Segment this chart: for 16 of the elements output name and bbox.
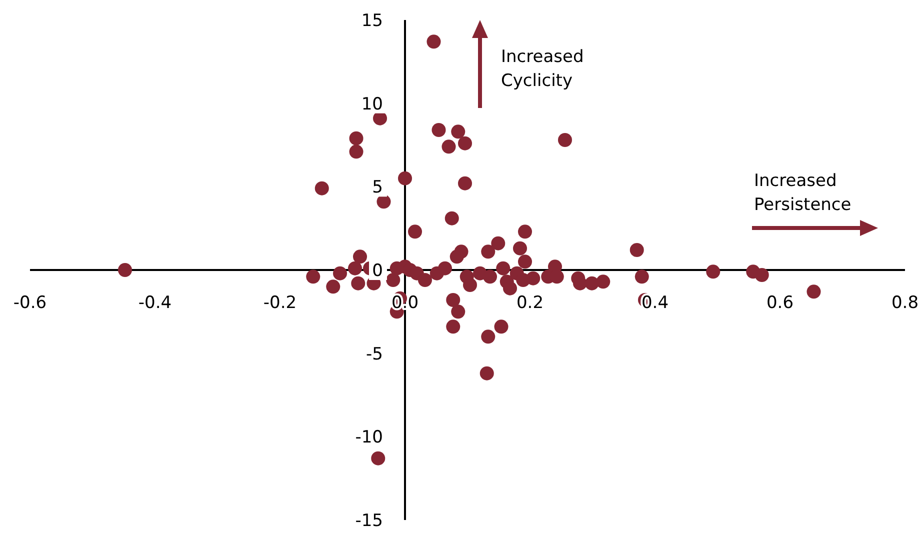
y-tick-label: -15 [355,511,383,531]
x-tick-label: -0.4 [138,293,172,313]
x-tick-label: 0.2 [516,293,544,313]
y-tick-label: 10 [361,94,383,114]
y-tick-label: -10 [355,428,383,448]
y-tick-label: 0 [372,261,383,281]
y-tick-label: 15 [361,11,383,31]
annotation: Increased Cyclicity [501,47,584,91]
x-tick-label: -0.2 [263,293,297,313]
x-tick-label: 0.4 [641,293,669,313]
annotation: Increased Persistence [754,171,852,215]
x-tick-label: 0.6 [766,293,794,313]
y-tick-label: 5 [372,178,383,198]
x-tick-label: -0.6 [13,293,47,313]
x-tick-label: 0.8 [891,293,919,313]
y-tick-label: -5 [366,344,383,364]
